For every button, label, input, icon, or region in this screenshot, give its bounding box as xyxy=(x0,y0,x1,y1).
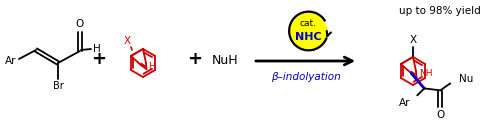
Text: NHC: NHC xyxy=(295,32,322,42)
Text: +: + xyxy=(92,50,106,68)
Text: NH: NH xyxy=(419,69,432,78)
Circle shape xyxy=(290,13,326,49)
Text: Nu: Nu xyxy=(460,74,473,84)
Text: cat.: cat. xyxy=(300,20,317,28)
Text: O: O xyxy=(436,110,444,120)
Text: Ar: Ar xyxy=(399,98,410,108)
Text: Ar: Ar xyxy=(5,56,16,66)
Text: O: O xyxy=(76,19,84,29)
Text: X: X xyxy=(410,35,416,45)
Text: β–indolyation: β–indolyation xyxy=(270,72,340,82)
Text: H: H xyxy=(148,62,154,71)
Text: up to 98% yield: up to 98% yield xyxy=(399,6,481,16)
Text: NuH: NuH xyxy=(212,54,238,67)
Text: +: + xyxy=(188,50,202,68)
Text: H: H xyxy=(93,44,101,54)
Text: X: X xyxy=(124,36,130,46)
Text: Br: Br xyxy=(52,81,64,91)
